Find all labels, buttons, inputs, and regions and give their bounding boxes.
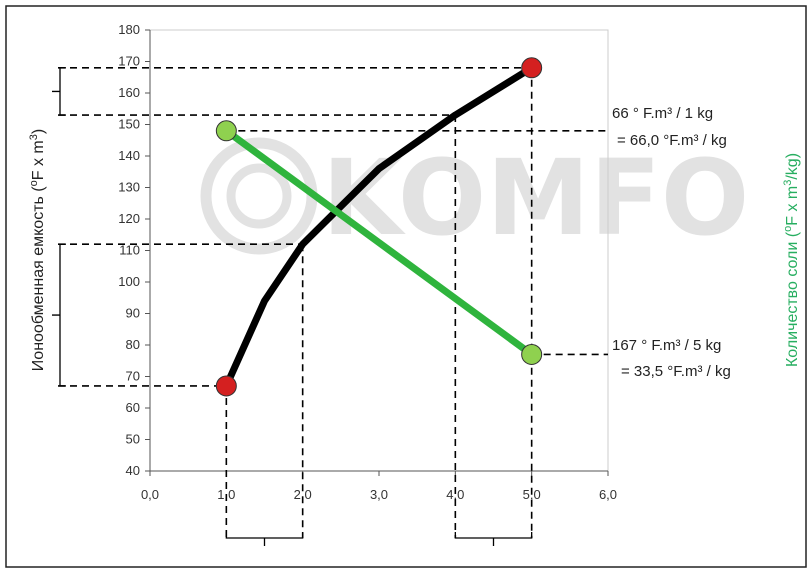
y-tick-label: 150 — [118, 117, 140, 132]
y-tick-label: 100 — [118, 274, 140, 289]
y-tick-label: 120 — [118, 211, 140, 226]
y-tick-label: 80 — [126, 337, 140, 352]
x-tick-label: 2,0 — [294, 487, 312, 502]
y-tick-label: 70 — [126, 369, 140, 384]
guide-lines — [52, 67, 608, 546]
x-tick-label: 4,0 — [446, 487, 464, 502]
watermark-inner-ring — [226, 163, 292, 229]
endpoint-marker-green — [521, 343, 543, 365]
series-layer — [222, 64, 536, 390]
y-tick-label: 160 — [118, 85, 140, 100]
y-tick-label: 90 — [126, 306, 140, 321]
y-tick-label: 180 — [118, 22, 140, 37]
y-tick-label: 110 — [119, 243, 140, 258]
endpoint-marker-red — [521, 57, 543, 79]
markers-layer — [215, 57, 543, 397]
capacity-curve — [222, 64, 536, 390]
x-tick-label: 6,0 — [599, 487, 617, 502]
annotation-1-line1: 66 ° F.m³ / 1 kg — [612, 105, 713, 122]
x-tick-label: 0,0 — [141, 487, 159, 502]
annotation-2-line2: = 33,5 °F.m³ / kg — [621, 363, 731, 380]
y-tick-label: 40 — [126, 463, 140, 478]
brace-capacity-lower — [52, 243, 66, 387]
y-tick-label: 170 — [118, 54, 140, 69]
brace-x-lower — [225, 532, 304, 546]
outer-frame — [5, 5, 807, 568]
y-axis-label-left: Ионообменная емкость (oF x m3) — [28, 129, 47, 371]
endpoint-marker-red — [215, 375, 237, 397]
annotation-2-line1: 167 ° F.m³ / 5 kg — [612, 337, 721, 354]
annotation-1-line2: = 66,0 °F.m³ / kg — [617, 132, 727, 149]
y-tick-label: 140 — [118, 148, 140, 163]
salt-line — [222, 127, 536, 358]
axes: 40 50 60 70 80 90 100 110 120 130 140 150 160 170 180 0… — [118, 22, 617, 502]
brace-capacity-upper — [52, 67, 66, 116]
watermark: KOMFO — [200, 137, 749, 259]
endpoint-marker-green — [215, 120, 237, 142]
x-tick-label: 3,0 — [370, 487, 388, 502]
y-axis-label-right: Количество соли (oF x m3/kg) — [782, 153, 801, 367]
brace-x-upper — [454, 532, 533, 546]
watermark-text: KOMFO — [322, 137, 749, 259]
y-tick-label: 60 — [126, 400, 140, 415]
y-tick-label: 130 — [118, 180, 140, 195]
y-tick-label: 50 — [126, 432, 140, 447]
